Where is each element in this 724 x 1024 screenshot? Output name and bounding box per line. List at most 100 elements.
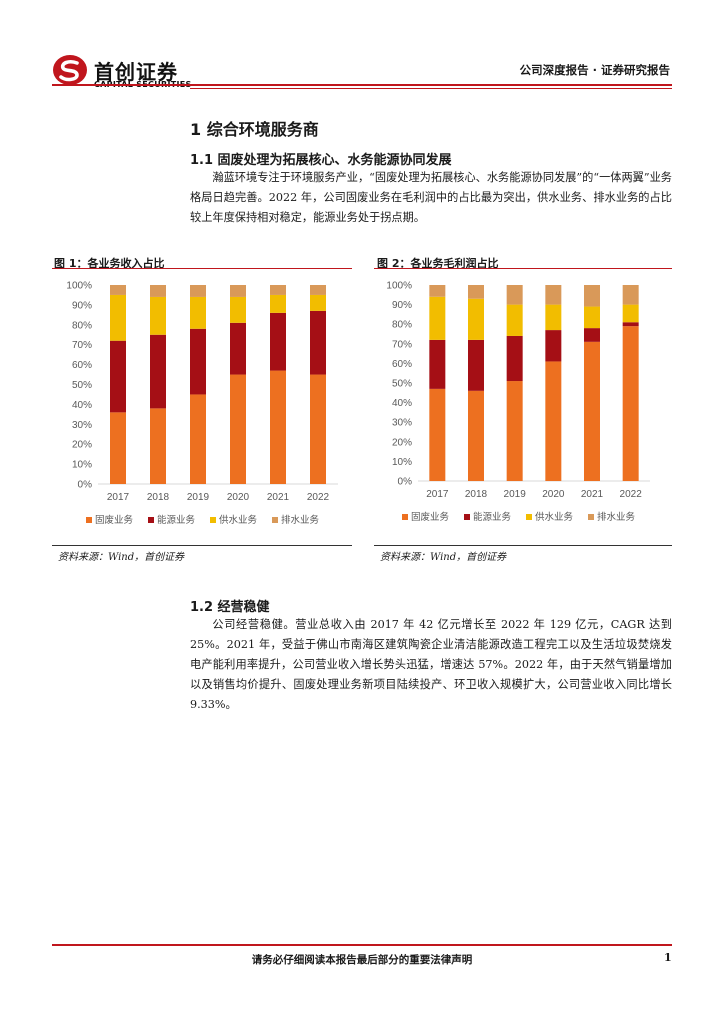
chart-revenue-share: 0% 10% 20% 30% 40% 50% 60% 70% 80% 90% 100% 2017 201… bbox=[66, 281, 338, 526]
bar-segment bbox=[506, 335, 523, 382]
bar-segment bbox=[429, 339, 446, 389]
bar-segment bbox=[110, 285, 126, 295]
bar-segment bbox=[468, 285, 484, 299]
bar-segment bbox=[110, 340, 126, 413]
figure-1-top-rule bbox=[52, 268, 352, 269]
paragraph-1-2: 公司经营稳健。营业总收入由 2017 年 42 亿元增长至 2022 年 129… bbox=[190, 618, 672, 711]
y-tick-label: 80% bbox=[72, 320, 92, 331]
bar-segment bbox=[545, 304, 562, 331]
bar-segment bbox=[584, 341, 600, 481]
legend-swatch bbox=[402, 514, 408, 520]
legend-swatch bbox=[272, 517, 278, 523]
bar-segment bbox=[622, 322, 639, 327]
paragraph-1-1: 瀚蓝环境专注于环境服务产业，“固废处理为拓展核心、水务能源协同发展”的“一体两翼… bbox=[190, 171, 672, 224]
bar-segment bbox=[110, 294, 126, 341]
x-tick-label: 2021 bbox=[581, 489, 604, 500]
legal-disclaimer-notice: 请务必仔细阅读本报告最后部分的重要法律声明 bbox=[251, 954, 473, 966]
bar-segment bbox=[506, 304, 523, 336]
figure-2-title: 图 2：各业务毛利润占比 bbox=[377, 257, 499, 270]
header-divider bbox=[52, 84, 672, 86]
bar-segment bbox=[506, 381, 523, 481]
y-tick-label: 90% bbox=[72, 300, 92, 311]
x-tick-label: 2019 bbox=[504, 489, 527, 500]
y-tick-label: 70% bbox=[72, 340, 92, 351]
company-logo-name: 首创证券 bbox=[94, 60, 178, 84]
bar-segment bbox=[190, 296, 206, 329]
subsection-heading-1-1: 1.1 固废处理为拓展核心、水务能源协同发展 bbox=[190, 153, 452, 168]
y-tick-label: 20% bbox=[72, 440, 92, 451]
y-tick-label: 50% bbox=[392, 379, 412, 390]
legend-label: 供水业务 bbox=[219, 514, 258, 526]
x-tick-label: 2020 bbox=[227, 492, 250, 503]
y-tick-label: 30% bbox=[392, 418, 412, 429]
report-type-label: 公司深度报告 · 证券研究报告 bbox=[519, 63, 670, 77]
company-logo-mark bbox=[53, 55, 87, 85]
x-tick-label: 2022 bbox=[620, 489, 643, 500]
bar-segment bbox=[150, 296, 166, 335]
bar-segment bbox=[310, 285, 326, 295]
page-number: 1 bbox=[664, 951, 672, 964]
x-tick-label: 2020 bbox=[542, 489, 565, 500]
bar-segment bbox=[429, 285, 446, 297]
bar-segment bbox=[150, 285, 166, 297]
x-tick-label: 2018 bbox=[465, 489, 488, 500]
legend-label: 排水业务 bbox=[281, 514, 320, 526]
section-heading: 1 综合环境服务商 bbox=[190, 120, 319, 139]
y-tick-label: 90% bbox=[392, 300, 412, 311]
y-tick-label: 100% bbox=[386, 281, 412, 292]
y-tick-label: 50% bbox=[72, 380, 92, 391]
header-divider-thin bbox=[190, 88, 672, 89]
y-tick-label: 0% bbox=[78, 480, 93, 491]
legend-label: 能源业务 bbox=[157, 514, 196, 526]
legend-swatch bbox=[526, 514, 532, 520]
y-tick-label: 70% bbox=[392, 339, 412, 350]
bar-segment bbox=[150, 334, 166, 409]
bar-segment bbox=[230, 322, 246, 375]
bar-segment bbox=[622, 304, 639, 323]
x-tick-label: 2017 bbox=[107, 492, 130, 503]
y-tick-label: 40% bbox=[72, 400, 92, 411]
bar-segment bbox=[468, 298, 484, 340]
bar-segment bbox=[270, 285, 286, 295]
legend-label: 能源业务 bbox=[473, 511, 512, 523]
figure-2-bottom-rule bbox=[374, 545, 672, 546]
bar-segment bbox=[230, 374, 246, 484]
bar-segment bbox=[270, 312, 286, 371]
bar-segment bbox=[584, 328, 600, 342]
legend-swatch bbox=[210, 517, 216, 523]
bar-segment bbox=[468, 390, 484, 481]
legend-swatch bbox=[148, 517, 154, 523]
bar-segment bbox=[230, 296, 246, 323]
bar-segment bbox=[310, 374, 326, 484]
legend-swatch bbox=[464, 514, 470, 520]
bar-segment bbox=[584, 285, 600, 307]
footer-divider bbox=[52, 944, 672, 946]
chart-gross-profit-share: 0% 10% 20% 30% 40% 50% 60% 70% 80% 90% 100% 2017 201… bbox=[386, 281, 650, 523]
y-tick-label: 20% bbox=[392, 437, 412, 448]
y-tick-label: 10% bbox=[72, 460, 92, 471]
legend-swatch bbox=[86, 517, 92, 523]
x-tick-label: 2019 bbox=[187, 492, 210, 503]
bar-segment bbox=[622, 285, 639, 305]
y-tick-label: 30% bbox=[72, 420, 92, 431]
bar-segment bbox=[584, 306, 600, 329]
bar-segment bbox=[545, 361, 562, 481]
bar-segment bbox=[190, 394, 206, 484]
x-tick-label: 2018 bbox=[147, 492, 170, 503]
bar-segment bbox=[622, 326, 639, 481]
legend-label: 排水业务 bbox=[597, 511, 636, 523]
legend-swatch bbox=[588, 514, 594, 520]
bar-segment bbox=[190, 285, 206, 297]
bar-segment bbox=[545, 285, 562, 305]
legend-label: 供水业务 bbox=[535, 511, 574, 523]
subsection-heading-1-2: 1.2 经营稳健 bbox=[190, 600, 270, 615]
bar-segment bbox=[506, 285, 523, 305]
y-tick-label: 100% bbox=[66, 281, 92, 292]
x-tick-label: 2021 bbox=[267, 492, 290, 503]
y-tick-label: 0% bbox=[398, 477, 413, 488]
figure-1-bottom-rule bbox=[52, 545, 352, 546]
figure-1-title: 图 1：各业务收入占比 bbox=[54, 257, 165, 270]
bar-segment bbox=[310, 294, 326, 311]
bar-segment bbox=[545, 330, 562, 362]
figure-2-top-rule bbox=[374, 268, 672, 269]
